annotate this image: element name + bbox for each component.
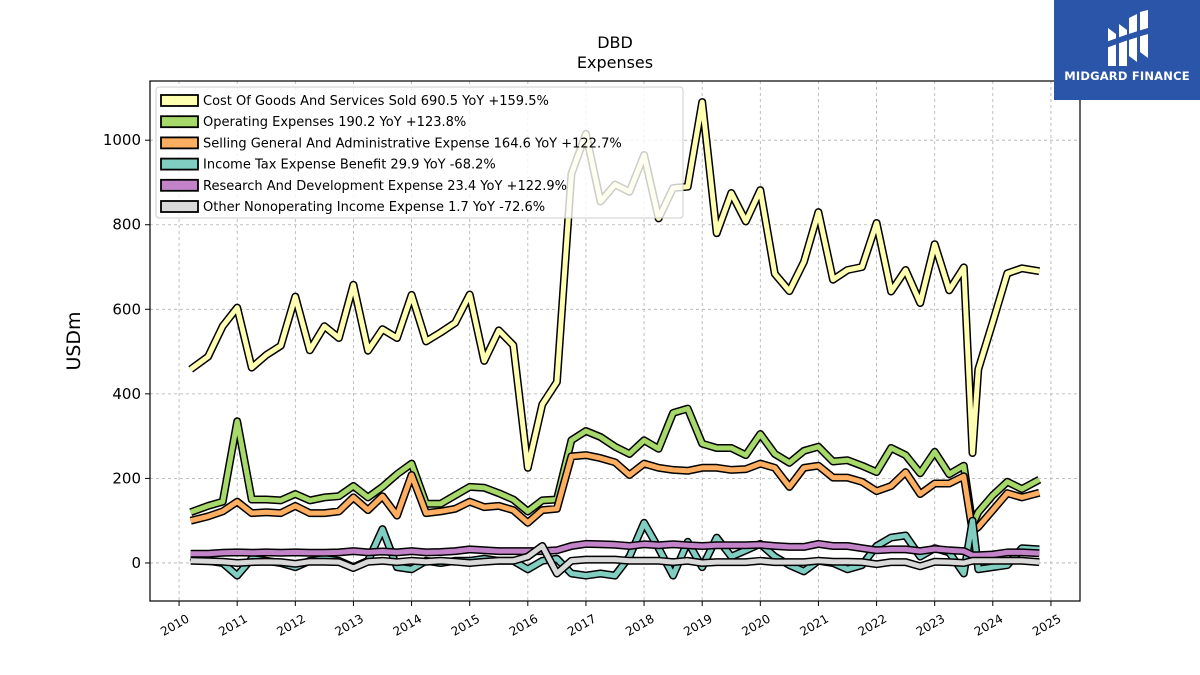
x-tick-label-2022: 2022 [856, 611, 889, 638]
legend-box [155, 86, 684, 219]
x-tick-label-2023: 2023 [914, 611, 947, 638]
series-line-4 [190, 541, 1040, 558]
midgard-finance-logo: MIDGARD FINANCE [1054, 0, 1200, 100]
y-tick-label-600: 600 [112, 300, 141, 318]
x-tick-label-2025: 2025 [1030, 611, 1063, 638]
series-line-1 [189, 406, 1041, 528]
y-tick-label-800: 800 [112, 216, 141, 234]
legend: Cost Of Goods And Services Sold 690.5 Yo… [155, 86, 684, 219]
legend-label-5: Other Nonoperating Income Expense 1.7 Yo… [203, 200, 545, 215]
series-line-2 [190, 452, 1040, 534]
x-tick-label-2010: 2010 [158, 611, 191, 638]
x-tick-label-2018: 2018 [623, 611, 656, 638]
plot-frame [149, 80, 1081, 602]
legend-swatch-2 [160, 136, 199, 150]
x-tick-label-2013: 2013 [332, 611, 365, 638]
legend-swatch-1 [160, 115, 199, 129]
x-tick-label-2015: 2015 [449, 611, 482, 638]
x-tick-label-2014: 2014 [391, 611, 424, 638]
legend-swatch-4 [160, 178, 199, 192]
x-tick-label-2011: 2011 [216, 611, 249, 638]
y-tick-label-200: 200 [112, 469, 141, 487]
legend-swatch-3 [160, 157, 199, 171]
legend-label-0: Cost Of Goods And Services Sold 690.5 Yo… [203, 94, 549, 109]
x-tick-label-2017: 2017 [565, 611, 598, 638]
x-tick-label-2012: 2012 [274, 611, 307, 638]
x-tick-label-2024: 2024 [972, 611, 1005, 638]
y-tick-label-1000: 1000 [103, 131, 141, 149]
x-tick-label-2016: 2016 [507, 611, 540, 638]
legend-label-1: Operating Expenses 190.2 YoY +123.8% [203, 115, 466, 130]
chart-title: DBD [597, 33, 633, 52]
chart-subtitle: Expenses [577, 53, 653, 72]
legend-label-2: Selling General And Administrative Expen… [203, 136, 622, 151]
x-tick-label-2020: 2020 [739, 611, 772, 638]
y-tick-label-0: 0 [131, 554, 141, 572]
legend-label-4: Research And Development Expense 23.4 Yo… [203, 179, 567, 194]
legend-swatch-5 [160, 200, 199, 213]
x-tick-label-2021: 2021 [797, 611, 830, 638]
y-tick-label-400: 400 [112, 385, 141, 403]
legend-label-3: Income Tax Expense Benefit 29.9 YoY -68.… [203, 158, 496, 173]
x-tick-label-2019: 2019 [681, 611, 714, 638]
logo-text: MIDGARD FINANCE [1064, 69, 1190, 83]
midgard-logo-icon [1106, 10, 1148, 66]
legend-swatch-0 [160, 94, 199, 107]
series-line-5 [190, 543, 1040, 576]
y-axis-label: USDm [63, 311, 85, 370]
